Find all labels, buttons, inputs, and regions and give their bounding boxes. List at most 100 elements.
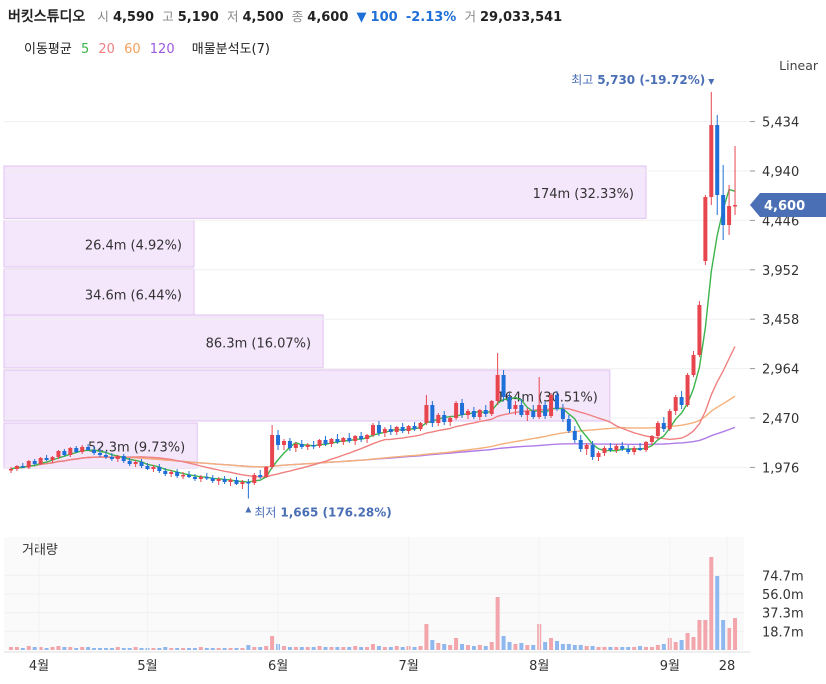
candle-body [287, 441, 292, 448]
volume-bar [50, 647, 55, 650]
candle-body [424, 405, 429, 423]
volume-bar [317, 646, 322, 650]
candle-body [513, 405, 518, 409]
volume-bar [543, 642, 548, 650]
volume-bar [293, 647, 298, 650]
candle-body [465, 411, 470, 415]
candle-body [727, 206, 732, 225]
candle [359, 432, 364, 442]
volume-bar [8, 647, 13, 650]
price-axis: 5,434 4,940 4,446 3,952 3,458 2,964 2,470 1,976 [750, 116, 799, 476]
candle-body [109, 457, 114, 459]
volume-bar [187, 648, 192, 650]
candle [127, 458, 132, 466]
volume-profile-label: 174m (32.33%) [533, 187, 634, 202]
candle-body [715, 125, 720, 195]
candle-body [638, 448, 643, 450]
candle [584, 443, 589, 455]
volume-bar [335, 647, 340, 650]
candle [8, 467, 13, 473]
volume-bar [192, 648, 197, 650]
candle-body [92, 450, 97, 453]
scale-mode-toggle[interactable]: Linear [779, 58, 818, 73]
candle-body [382, 429, 387, 433]
candle [20, 463, 25, 468]
candle-body [32, 461, 37, 464]
volume-panel: 거래량 74.7m 56.0m 37.3m 18.7m [4, 537, 804, 650]
candle-body [115, 456, 120, 459]
stock-name: 버킷스튜디오 [8, 9, 86, 25]
volume-profile-bar [3, 165, 647, 219]
candle-body [240, 482, 245, 484]
volume-profile-label[interactable]: 매물분석도(7) [191, 42, 270, 57]
candle [293, 442, 298, 452]
candle-body [483, 410, 488, 414]
volume-profile-bar [3, 369, 611, 422]
candle-body [62, 451, 67, 455]
candle [483, 405, 488, 417]
volume-bar [74, 648, 79, 650]
candle-body [222, 479, 227, 482]
volume-bar [418, 646, 423, 650]
candle-body [175, 472, 180, 476]
volume-bar [554, 641, 559, 650]
candle [80, 445, 85, 454]
time-axis: 4월 5월 6월 7월 8월 9월 28 [4, 537, 750, 674]
volume-bar [32, 647, 37, 650]
candle-body [673, 397, 678, 411]
candle [38, 457, 43, 465]
candle-body [632, 448, 637, 452]
candle [626, 445, 631, 454]
volume-bar [644, 647, 649, 650]
candle [353, 435, 358, 445]
volume-bar [252, 647, 257, 650]
volume-bar [703, 620, 708, 650]
ma20-line [10, 346, 736, 478]
volume-bar [471, 646, 476, 650]
candle-body [436, 415, 441, 423]
change-value: 100 [370, 10, 398, 25]
ma20-label[interactable]: 20 [98, 42, 115, 57]
volume-bar [281, 646, 286, 650]
candle [252, 473, 257, 485]
candle [495, 353, 500, 405]
candle-body [293, 444, 298, 448]
candle-body [608, 448, 613, 450]
candle-body [234, 480, 239, 484]
volume-bar [228, 648, 233, 650]
candle-body [20, 466, 25, 468]
candle [246, 479, 251, 499]
volume-bar [175, 648, 180, 650]
volume-bar [578, 645, 583, 650]
candle-body [549, 395, 554, 416]
ma-legend[interactable]: 이동평균 5 20 60 120 매물분석도(7) [24, 38, 275, 57]
candle-body [388, 429, 393, 432]
candle-body [365, 435, 370, 439]
candle-body [38, 458, 43, 464]
ma5-label[interactable]: 5 [80, 42, 90, 57]
candle-body [697, 305, 702, 355]
candle-body [394, 427, 399, 432]
volume-bar [412, 647, 417, 650]
volume-bar [181, 648, 186, 650]
candle-body [14, 466, 19, 469]
candle-body [507, 397, 512, 409]
volume-bar [584, 646, 589, 650]
candle [175, 469, 180, 478]
volume-bar [68, 647, 73, 650]
ma60-label[interactable]: 60 [124, 42, 141, 57]
candle [608, 443, 613, 452]
change-down-icon: ▼ [356, 10, 367, 25]
candle-body [400, 427, 405, 431]
volume-bar [14, 647, 19, 650]
ma120-label[interactable]: 120 [149, 42, 175, 57]
candle [169, 470, 174, 477]
volume-bar [590, 646, 595, 650]
candle-body [50, 457, 55, 460]
candle [614, 444, 619, 453]
candle [489, 400, 494, 416]
candle-body [667, 411, 672, 429]
candle [388, 425, 393, 435]
candle-body [460, 403, 465, 415]
